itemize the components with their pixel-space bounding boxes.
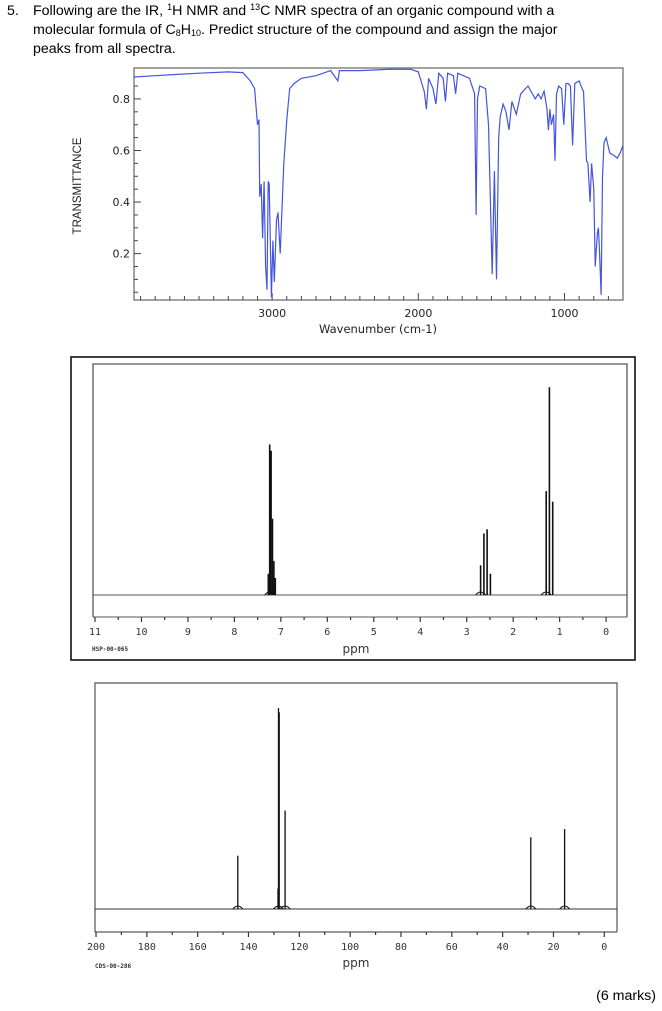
ir-y-axis-label: TRANSMITTANCE <box>72 137 84 234</box>
h-nmr-peaks <box>264 387 554 596</box>
h-nmr-tick-label: 8 <box>231 627 237 638</box>
question-text-part: . Predict structure of the compound and … <box>201 22 558 38</box>
h-nmr-spectrum-chart: 11 10 9 8 7 6 5 4 3 2 1 0 ppm HSP-00-065 <box>70 356 636 661</box>
h-nmr-peak-base <box>475 591 487 596</box>
h-nmr-tick-label: 2 <box>510 627 516 638</box>
ir-y-tick-label: 0.8 <box>113 93 131 106</box>
question-text-part: molecular formula of C <box>33 22 176 38</box>
h-nmr-tick-label: 0 <box>603 627 609 638</box>
question-text-part: H NMR and <box>172 3 251 19</box>
h-nmr-plot-frame <box>92 363 628 617</box>
h-nmr-tick-label: 11 <box>89 627 101 638</box>
h-nmr-peak-base <box>540 591 552 596</box>
h-nmr-tick-label: 6 <box>324 627 330 638</box>
h-nmr-tick-label: 7 <box>278 627 284 638</box>
h-nmr-tick-label: 1 <box>557 627 563 638</box>
question-text-part: peaks from all spectra. <box>33 41 176 57</box>
ir-x-tick-label: 2000 <box>404 307 432 320</box>
c-nmr-peak-base <box>279 905 291 910</box>
ir-spectrum-line <box>133 68 624 298</box>
c-nmr-tick-label: 140 <box>239 942 257 953</box>
ir-y-tick-label: 0.6 <box>113 144 131 157</box>
ir-y-tick-label: 0.2 <box>113 248 131 261</box>
superscript-1: 1 <box>167 2 173 12</box>
question-text-part: C NMR spectra of an organic compound wit… <box>260 3 555 19</box>
c-nmr-tick-label: 80 <box>395 942 407 953</box>
c-nmr-spectrum-chart: 200 180 160 140 120 100 80 60 40 20 0 ppm CDS-00-2… <box>87 682 618 970</box>
c-nmr-spectrum-code: CDS-00-286 <box>95 963 132 970</box>
c-nmr-tick-label: 100 <box>341 942 359 953</box>
h-nmr-tick-label: 5 <box>371 627 377 638</box>
question-text-part: Following are the IR, <box>33 3 168 19</box>
h-nmr-tick-label: 10 <box>135 627 147 638</box>
h-nmr-peak-base <box>264 591 276 596</box>
c-nmr-plot-frame <box>94 682 618 932</box>
ir-x-tick-label: 1000 <box>551 307 579 320</box>
subscript-10: 10 <box>190 28 201 38</box>
ir-plot-frame <box>133 67 624 301</box>
c-nmr-tick-label: 180 <box>138 942 156 953</box>
c-nmr-tick-label: 20 <box>547 942 559 953</box>
superscript-13: 13 <box>250 2 261 12</box>
h-nmr-x-axis-label: ppm <box>343 642 370 656</box>
ir-y-tick-label: 0.4 <box>113 196 131 209</box>
c-nmr-x-axis-label: ppm <box>343 956 370 970</box>
ir-x-axis-label: Wavenumber (cm-1) <box>319 322 437 336</box>
h-nmr-tick-label: 9 <box>185 627 191 638</box>
c-nmr-tick-label: 60 <box>446 942 458 953</box>
h-nmr-axes: 11 10 9 8 7 6 5 4 3 2 1 0 <box>89 617 609 638</box>
question-text: Following are the IR, 1H NMR and 13C NMR… <box>33 2 658 59</box>
ir-x-tick-label: 3000 <box>258 307 286 320</box>
h-nmr-tick-label: 4 <box>417 627 423 638</box>
h-nmr-outer-frame <box>70 356 636 661</box>
ir-axes: 3000 2000 1000 0.2 0.4 0.6 0.8 <box>113 85 624 320</box>
subscript-8: 8 <box>175 28 181 38</box>
question-text-part: H <box>180 22 191 38</box>
c-nmr-tick-label: 120 <box>290 942 308 953</box>
c-nmr-peak-base <box>559 905 571 910</box>
c-nmr-peaks <box>232 708 571 910</box>
c-nmr-tick-label: 160 <box>189 942 207 953</box>
c-nmr-peak-base <box>273 905 284 910</box>
ir-spectrum-chart: 3000 2000 1000 0.2 0.4 0.6 0.8 Wavenumber (cm-… <box>72 67 624 336</box>
question-number: 5. <box>7 3 19 19</box>
c-nmr-axes: 200 180 160 140 120 100 80 60 40 20 0 <box>87 932 607 953</box>
c-nmr-peak-base <box>525 905 537 910</box>
h-nmr-spectrum-code: HSP-00-065 <box>92 646 129 653</box>
c-nmr-tick-label: 0 <box>601 942 607 953</box>
c-nmr-tick-label: 40 <box>497 942 509 953</box>
marks-label: (6 marks) <box>596 988 656 1004</box>
c-nmr-tick-label: 200 <box>87 942 105 953</box>
h-nmr-tick-label: 3 <box>464 627 470 638</box>
c-nmr-peak-base <box>232 905 244 910</box>
